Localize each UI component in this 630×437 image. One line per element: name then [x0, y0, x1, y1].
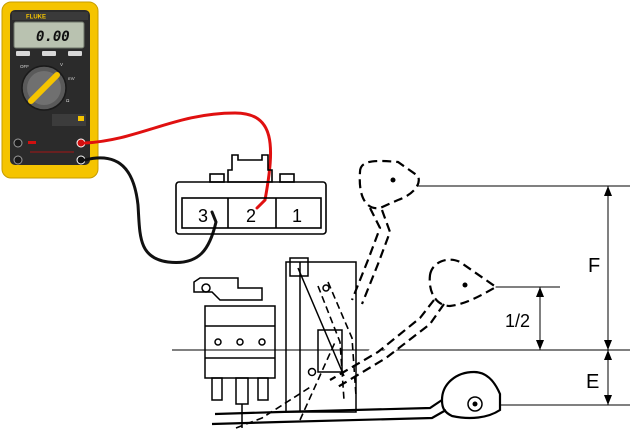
- housing-bolt-top: [322, 284, 330, 292]
- connector-pin-3: 3: [198, 206, 208, 226]
- linkage-dashed-2: [317, 285, 345, 401]
- dim-label-half: 1/2: [505, 311, 530, 331]
- pedal-bracket-assembly: [193, 257, 357, 428]
- pivot-shaft: [297, 267, 345, 377]
- dial-label-off: OFF: [20, 64, 29, 69]
- linkage-dashed-1: [327, 281, 357, 397]
- pedal-released-position: [211, 370, 502, 426]
- dial-label-mv: mV: [68, 76, 75, 81]
- dim-e-arrow-top: [604, 350, 612, 360]
- meter-brand: FLUKE: [26, 15, 46, 21]
- connector-tab-right: [279, 173, 295, 183]
- connector-face: [181, 197, 322, 229]
- meter-brand-strip: [12, 12, 88, 20]
- pedal-linkage-dashed: [235, 281, 357, 429]
- bracket-hole: [201, 283, 211, 293]
- housing-bolt-bottom: [307, 367, 317, 377]
- black-test-lead: [83, 156, 218, 265]
- meter-display-value: 0.00: [36, 29, 70, 45]
- dimension-arrows: [536, 186, 612, 405]
- connector-latch: [227, 154, 273, 183]
- meter-button-mid[interactable]: [42, 51, 56, 56]
- linkage-dashed-4: [235, 385, 313, 429]
- meter-button-right[interactable]: [68, 51, 82, 56]
- sensor-foot-left: [211, 377, 223, 401]
- multimeter: FLUKE 0.00 OFF V mV Ω: [1, 1, 99, 179]
- sensor-foot-right: [257, 377, 269, 401]
- pedal-pivot-half: [462, 282, 468, 288]
- pedal-arm-released: [211, 399, 447, 426]
- sensor-screw-3: [258, 338, 266, 346]
- pedal-housing-top: [289, 257, 309, 277]
- pedal-pivot-released: [472, 401, 478, 407]
- red-test-lead: [83, 111, 273, 210]
- connector-pin-2: 2: [246, 206, 256, 226]
- connector-shell: [175, 181, 327, 235]
- meter-button-left[interactable]: [16, 51, 30, 56]
- pedal-pad-full: [358, 159, 420, 210]
- pedal-pad-released: [440, 370, 502, 420]
- dim-f-arrow-bottom: [604, 340, 612, 350]
- meter-yellow-tag: [78, 116, 84, 121]
- sensor-screw-1: [214, 338, 222, 346]
- pedal-pivot-released-outer: [467, 396, 483, 412]
- linkage-dashed-3: [299, 339, 337, 421]
- dim-f-arrow-top: [604, 186, 612, 196]
- pedal-full-position: [350, 159, 420, 305]
- meter-dial-pointer: [28, 72, 60, 104]
- pedal-pad-half: [428, 258, 499, 308]
- dim-half-arrow-bottom: [536, 340, 544, 350]
- dimension-lines: [172, 185, 630, 406]
- dim-label-e: E: [586, 371, 599, 393]
- bracket-upper: [193, 277, 263, 301]
- dim-half-arrow-top: [536, 287, 544, 297]
- connector-tab-left: [209, 173, 225, 183]
- pedal-arm-full: [350, 207, 392, 305]
- meter-label-panel: [52, 114, 86, 126]
- meter-display: [13, 21, 85, 49]
- connector-pin-1: 1: [292, 206, 302, 226]
- jack-a[interactable]: [13, 138, 23, 148]
- jack-a-red-marker: [28, 141, 36, 144]
- dial-label-v: V: [60, 62, 63, 67]
- pedal-arm-half: [329, 299, 445, 389]
- pedal-pivot-full: [390, 177, 396, 183]
- pedal-housing: [285, 261, 357, 413]
- dim-label-f: F: [588, 255, 600, 277]
- connector: [175, 154, 327, 235]
- dial-label-ohm: Ω: [66, 98, 70, 103]
- sensor-foot-mid: [235, 377, 249, 405]
- dim-e-arrow-bottom: [604, 395, 612, 405]
- housing-spring: [317, 329, 343, 373]
- jack-ma[interactable]: [13, 155, 23, 165]
- sensor-screw-2: [236, 338, 244, 346]
